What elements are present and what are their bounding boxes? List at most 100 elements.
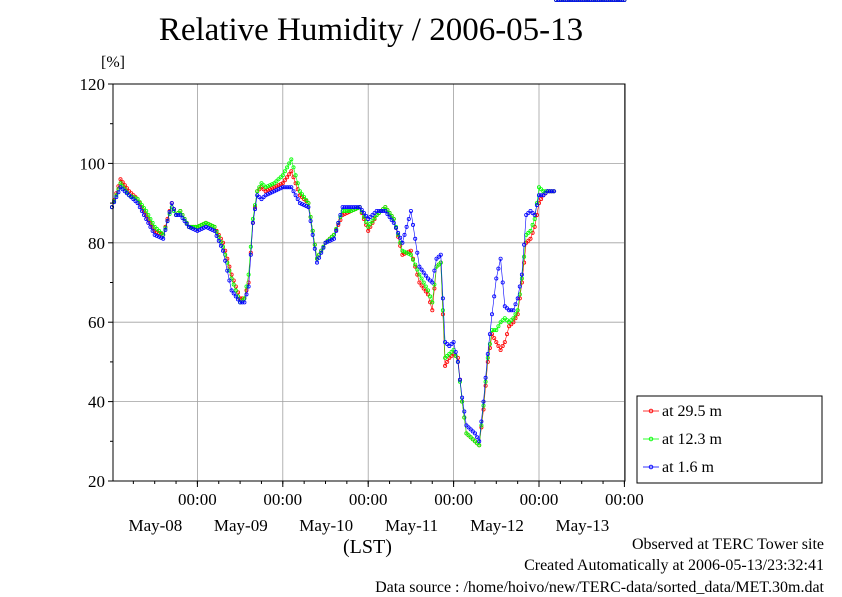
x-tick-time-label: 00:00 <box>178 490 217 509</box>
data-point <box>272 185 277 190</box>
data-point <box>372 215 377 220</box>
data-point <box>413 236 418 241</box>
data-point <box>387 214 392 219</box>
data-point <box>419 283 424 288</box>
data-point <box>197 227 202 232</box>
data-point <box>590 0 595 2</box>
data-point <box>419 276 424 281</box>
data-point <box>252 203 257 208</box>
data-point <box>244 292 249 297</box>
data-point <box>423 273 428 278</box>
data-point <box>545 189 550 194</box>
data-point <box>547 189 552 194</box>
data-point <box>443 363 448 368</box>
data-point <box>122 189 127 194</box>
data-point <box>413 262 418 267</box>
data-point <box>404 224 409 229</box>
data-point <box>199 226 204 231</box>
data-point <box>541 193 546 198</box>
data-point <box>223 248 228 253</box>
data-point <box>139 208 144 213</box>
data-point <box>500 318 505 323</box>
data-point <box>274 179 279 184</box>
data-point <box>616 0 620 2</box>
data-point <box>171 207 176 212</box>
y-tick-label: 120 <box>80 75 106 94</box>
legend-swatch-marker <box>648 464 654 470</box>
data-point <box>378 208 383 213</box>
data-point <box>312 242 317 247</box>
data-point <box>225 256 230 261</box>
data-point <box>259 185 264 190</box>
data-point <box>436 254 441 259</box>
data-point <box>472 439 477 444</box>
data-point <box>594 0 599 2</box>
data-point <box>327 238 332 243</box>
data-point <box>174 212 179 217</box>
data-point <box>282 185 287 190</box>
data-point <box>272 181 277 186</box>
data-point <box>242 296 247 301</box>
data-point <box>509 318 514 323</box>
data-point <box>248 244 253 249</box>
data-point <box>513 302 518 307</box>
data-point <box>443 355 448 360</box>
data-point <box>530 210 535 215</box>
data-point <box>144 216 149 221</box>
y-tick-label: 40 <box>88 393 105 412</box>
data-point <box>592 0 597 2</box>
data-point <box>596 0 601 2</box>
data-point <box>502 304 507 309</box>
legend-label: at 1.6 m <box>662 459 715 476</box>
data-point <box>146 220 151 225</box>
data-point <box>423 284 428 289</box>
x-tick-time-label: 00:00 <box>349 490 388 509</box>
data-point <box>417 272 422 277</box>
data-point <box>466 425 471 430</box>
data-point <box>584 0 588 2</box>
legend-box <box>636 395 823 484</box>
data-point <box>152 228 157 233</box>
x-tick-time-label: 00:00 <box>605 490 644 509</box>
data-point <box>526 238 531 243</box>
data-point <box>349 205 354 210</box>
data-point <box>601 0 605 2</box>
data-point <box>246 272 251 277</box>
data-point <box>351 205 356 210</box>
data-point <box>457 377 462 382</box>
data-point <box>144 208 149 213</box>
data-point <box>372 210 377 215</box>
data-point <box>191 226 196 231</box>
axis-ticks: 20 40 60 80 100 120 00:00 May-08 00:00 May-09 00:0… <box>80 75 644 535</box>
data-point <box>216 238 221 243</box>
data-point <box>280 173 285 178</box>
data-point <box>310 228 315 233</box>
data-point <box>500 280 505 285</box>
x-tick-time-label: 00:00 <box>263 490 302 509</box>
data-point <box>225 268 230 273</box>
data-point <box>515 312 520 317</box>
data-point <box>524 212 529 217</box>
data-point <box>291 189 296 194</box>
grid-lines <box>113 84 625 481</box>
data-point <box>304 204 309 209</box>
legend-swatch-marker <box>648 408 654 414</box>
y-tick-label: 60 <box>88 313 105 332</box>
footer-created: Created Automatically at 2006-05-13/23:3… <box>524 557 824 574</box>
data-point <box>423 289 428 294</box>
data-point <box>522 242 527 247</box>
data-point <box>212 228 217 233</box>
data-point <box>366 228 371 233</box>
data-point <box>571 0 576 2</box>
data-point <box>317 255 322 260</box>
series-line <box>111 186 557 443</box>
data-point <box>366 216 371 221</box>
data-point <box>248 252 253 257</box>
data-point <box>539 193 544 198</box>
data-point <box>468 435 473 440</box>
data-point <box>483 375 488 380</box>
data-point <box>477 439 482 444</box>
data-point <box>620 0 625 2</box>
data-point <box>165 218 170 223</box>
data-point <box>507 320 512 325</box>
